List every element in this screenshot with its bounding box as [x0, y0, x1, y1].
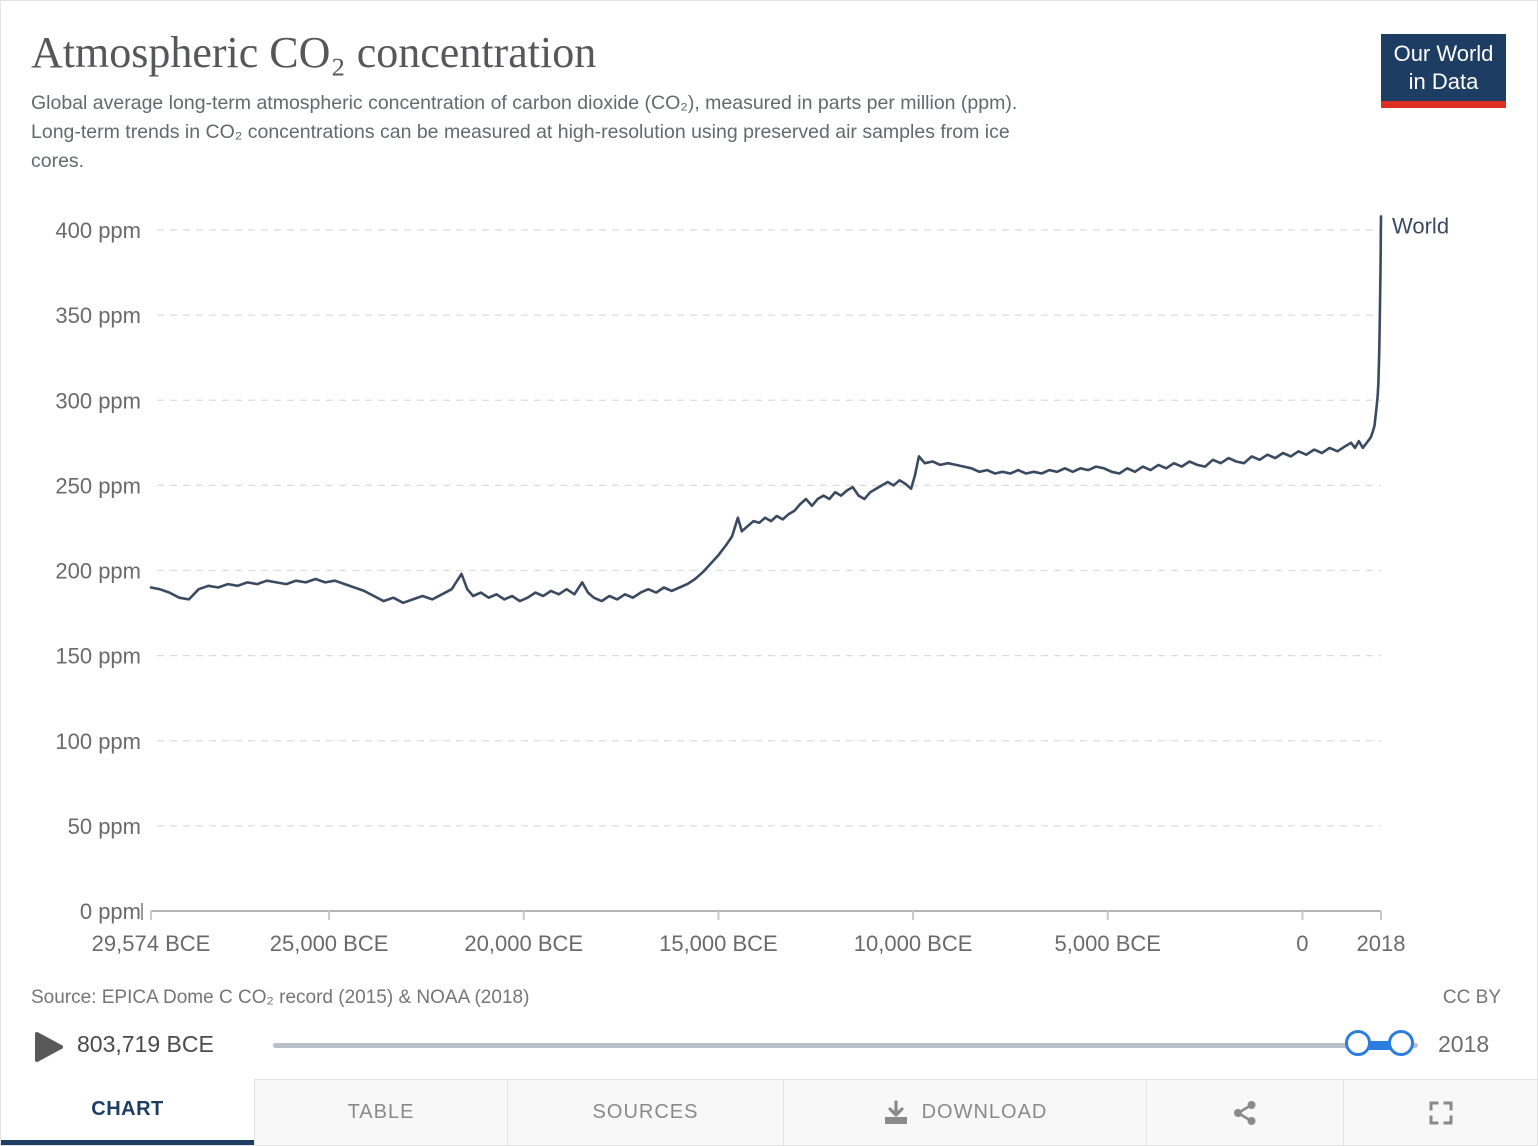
fullscreen-icon — [1429, 1101, 1452, 1124]
tab-download[interactable]: DOWNLOAD — [783, 1079, 1146, 1145]
timeline-selected-range — [1359, 1041, 1403, 1050]
footer-row: Source: EPICA Dome C CO₂ record (2015) &… — [31, 987, 1501, 1009]
x-tick-label: 10,000 BCE — [854, 931, 973, 956]
y-tick-label: 300 ppm — [55, 388, 141, 413]
tab-sources[interactable]: SOURCES — [507, 1079, 783, 1145]
y-tick-label: 150 ppm — [55, 644, 141, 669]
logo-red-bar — [1381, 101, 1506, 108]
x-tick-label: 0 — [1296, 931, 1308, 956]
share-button[interactable] — [1146, 1079, 1343, 1145]
timeline-handle-end[interactable] — [1388, 1030, 1414, 1056]
y-tick-label: 200 ppm — [55, 559, 141, 584]
play-icon — [35, 1032, 63, 1062]
timeline-handle-start[interactable] — [1345, 1030, 1371, 1056]
x-tick-label: 29,574 BCE — [92, 931, 211, 956]
subtitle-line: Long-term trends in CO₂ concentrations c… — [31, 121, 1010, 143]
x-tick-label: 5,000 BCE — [1055, 931, 1161, 956]
y-tick-label: 400 ppm — [55, 218, 141, 243]
y-tick-label: 0 ppm — [80, 899, 141, 924]
logo-line2: in Data — [1408, 69, 1479, 94]
series-line-world[interactable] — [149, 215, 1383, 605]
y-tick-label: 250 ppm — [55, 473, 141, 498]
timeline-control: 803,719 BCE 2018 — [1, 1025, 1537, 1073]
source-text: Source: EPICA Dome C CO₂ record (2015) &… — [31, 987, 530, 1008]
x-tick-label: 25,000 BCE — [270, 931, 389, 956]
download-icon — [884, 1099, 907, 1124]
timeline-end-label: 2018 — [1438, 1031, 1490, 1057]
y-tick-label: 100 ppm — [55, 729, 141, 754]
tab-table[interactable]: TABLE — [254, 1079, 507, 1145]
license-text: CC BY — [1442, 987, 1501, 1008]
series-label: World — [1392, 213, 1449, 238]
play-button[interactable] — [31, 1031, 65, 1065]
x-tick-label: 2018 — [1357, 931, 1406, 956]
y-tick-label: 50 ppm — [68, 814, 141, 839]
tab-bar: CHART TABLE SOURCES DOWNLOAD — [1, 1079, 1537, 1145]
page-title: Atmospheric CO₂ concentration — [31, 28, 597, 77]
subtitle-line: cores. — [31, 150, 85, 172]
chart-subtitle: Global average long-term atmospheric con… — [31, 89, 1017, 176]
owid-logo[interactable]: Our World in Data — [1381, 34, 1506, 108]
logo-line1: Our World — [1393, 41, 1494, 66]
timeline-start-label: 803,719 BCE — [77, 1031, 214, 1057]
share-icon — [1234, 1100, 1256, 1125]
x-tick-label: 20,000 BCE — [464, 931, 583, 956]
tab-chart[interactable]: CHART — [1, 1079, 254, 1145]
x-tick-label: 15,000 BCE — [659, 931, 778, 956]
tab-download-label: DOWNLOAD — [921, 1101, 1048, 1123]
timeline-track[interactable] — [273, 1043, 1418, 1048]
fullscreen-button[interactable] — [1343, 1079, 1537, 1145]
subtitle-line: Global average long-term atmospheric con… — [31, 92, 1018, 114]
y-tick-label: 350 ppm — [55, 303, 141, 328]
